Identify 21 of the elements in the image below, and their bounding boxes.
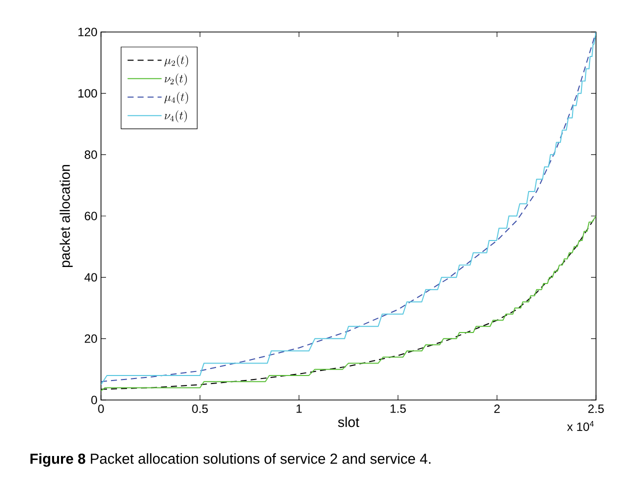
- y-tick-label: 0: [91, 396, 98, 404]
- y-tick-label: 40: [84, 273, 98, 282]
- text: Figure 8 Packet allocation solutions of service 2 and service 4.: [30, 453, 430, 467]
- x-tick-label: 2.5: [588, 404, 604, 413]
- x-tick-label: 1: [296, 404, 302, 413]
- y-tick-label: 20: [84, 334, 98, 343]
- y-tick-label: 100: [78, 89, 98, 98]
- y-tick-label: 80: [84, 150, 98, 159]
- x-tick-label: 2: [494, 404, 500, 413]
- y-tick-label: 120: [78, 28, 98, 36]
- x-tick-label: 0.5: [192, 404, 208, 413]
- legend-label: $\nu_{4}(t)$: [164, 110, 187, 122]
- x-tick-label: 1.5: [390, 404, 406, 413]
- y-axis-title: packet allocation: [60, 164, 73, 268]
- legend-label: $\mu_{4}(t)$: [164, 92, 188, 104]
- x-axis-title: slot: [338, 416, 360, 428]
- x-tick-label: 0: [98, 404, 104, 413]
- legend-label: $\nu_{2}(t)$: [164, 73, 187, 86]
- legend-label: $\mu_{2}(t)$: [164, 55, 188, 67]
- text: x 10$^{4}$: [567, 421, 594, 431]
- y-tick-label: 60: [84, 212, 98, 220]
